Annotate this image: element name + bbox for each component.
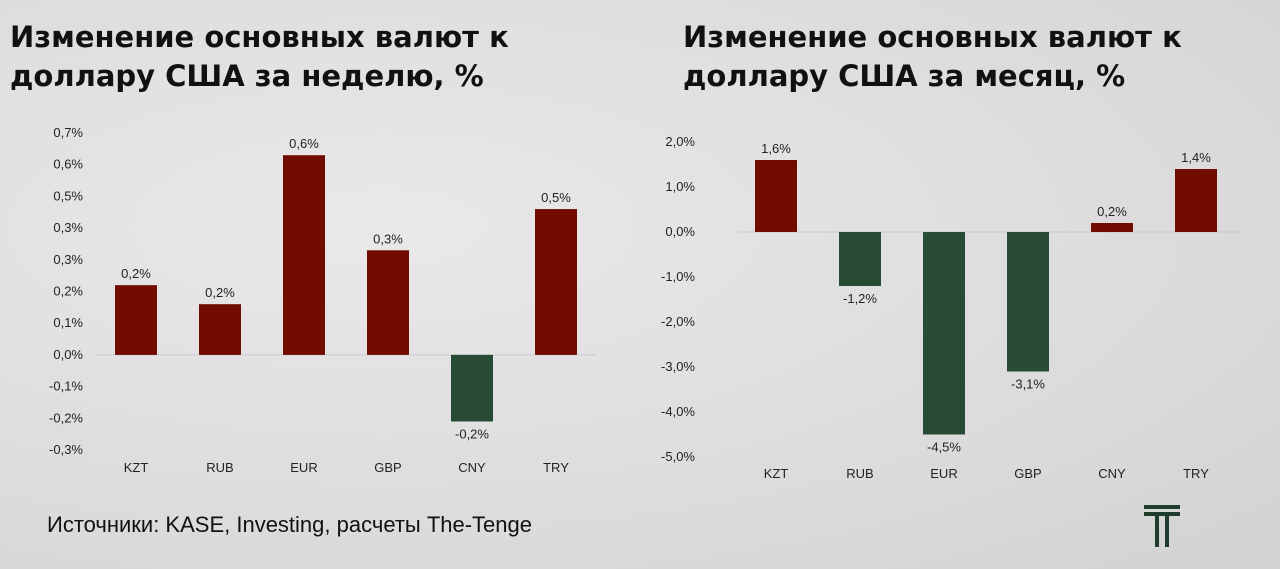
y-tick-label: -2,0% [661,314,695,329]
data-label-kzt: 0,2% [121,266,151,281]
y-tick-label: 0,1% [53,315,83,330]
data-label-gbp: 0,3% [373,231,403,246]
bar-gbp [367,250,409,355]
chart-title-monthly: Изменение основных валют к доллару США з… [683,20,1182,93]
data-label-cny: 0,2% [1097,204,1127,219]
category-label-eur: EUR [930,466,957,481]
category-label-rub: RUB [206,460,233,475]
y-tick-label: 2,0% [665,134,695,149]
y-tick-label: -4,0% [661,404,695,419]
bar-kzt [115,285,157,355]
bar-rub [199,304,241,355]
the-tenge-logo [1144,505,1180,547]
y-tick-label: 0,5% [53,188,83,203]
y-tick-label: 1,0% [665,179,695,194]
y-tick-label: 0,0% [665,224,695,239]
bar-try [1175,169,1217,232]
chart-title-weekly: Изменение основных валют к доллару США з… [10,20,509,93]
y-tick-label: -1,0% [661,269,695,284]
logo-stem-left [1155,516,1159,547]
data-label-eur: 0,6% [289,136,319,151]
y-tick-label: 0,6% [53,157,83,172]
bar-gbp [1007,232,1049,372]
y-tick-label: 0,7% [53,125,83,140]
data-label-eur: -4,5% [927,440,961,455]
data-label-cny: -0,2% [455,426,489,441]
logo-stem-right [1165,516,1169,547]
category-label-try: TRY [1183,466,1209,481]
y-tick-label: 0,3% [53,220,83,235]
data-label-kzt: 1,6% [761,141,791,156]
y-tick-label: 0,0% [53,347,83,362]
category-label-cny: CNY [458,460,486,475]
category-label-gbp: GBP [374,460,401,475]
bar-try [535,209,577,355]
bar-rub [839,232,881,286]
data-label-gbp: -3,1% [1011,377,1045,392]
data-label-rub: 0,2% [205,285,235,300]
category-label-rub: RUB [846,466,873,481]
category-label-try: TRY [543,460,569,475]
y-tick-label: -0,2% [49,410,83,425]
y-tick-label: 0,2% [53,284,83,299]
category-label-gbp: GBP [1014,466,1041,481]
bar-cny [1091,223,1133,232]
y-tick-label: -5,0% [661,449,695,464]
weekly-change-chart: 0,7% 0,6% 0,5% 0,3% 0,3% 0,2% 0,1% 0,0% -0,1% -0,… [49,125,596,475]
y-tick-label: 0,3% [53,252,83,267]
y-tick-label: -0,3% [49,442,83,457]
category-label-kzt: KZT [124,460,149,475]
bar-cny [451,354,493,422]
source-note: Источники: KASE, Investing, расчеты The-… [47,512,532,537]
category-label-cny: CNY [1098,466,1126,481]
category-label-eur: EUR [290,460,317,475]
bar-kzt [755,160,797,232]
data-label-rub: -1,2% [843,291,877,306]
category-label-kzt: KZT [764,466,789,481]
bar-eur [923,232,965,435]
logo-bar-top [1144,505,1180,509]
logo-bar-bottom [1144,512,1180,516]
monthly-change-chart: 2,0% 1,0% 0,0% -1,0% -2,0% -3,0% -4,0% -5,0% 1,6… [661,134,1240,481]
y-tick-label: -0,1% [49,379,83,394]
bar-eur [283,155,325,355]
data-label-try: 0,5% [541,190,571,205]
data-label-try: 1,4% [1181,150,1211,165]
y-tick-label: -3,0% [661,359,695,374]
